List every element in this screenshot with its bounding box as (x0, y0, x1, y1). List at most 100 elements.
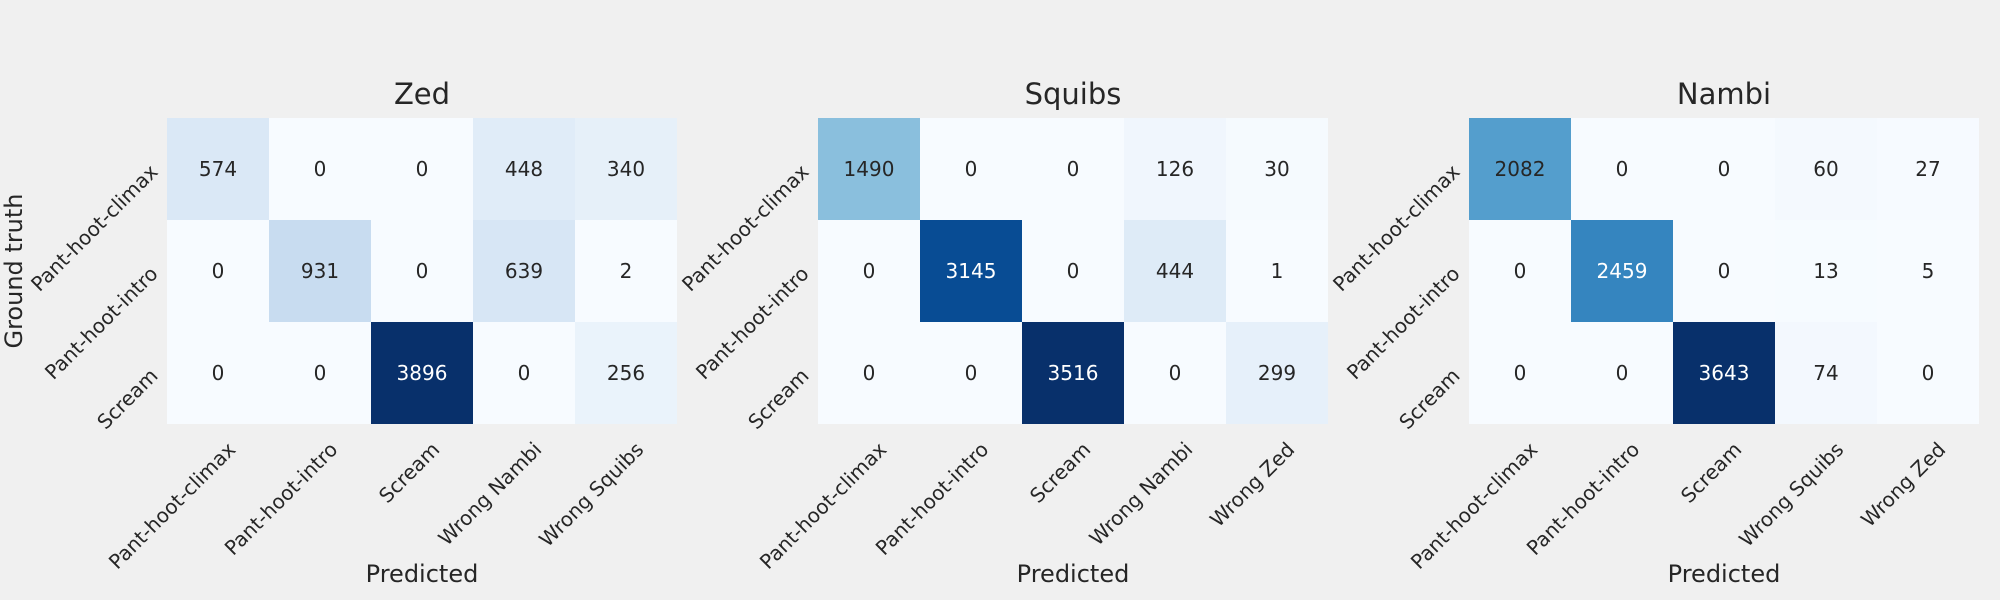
cell-value-label: 3145 (946, 259, 997, 283)
heatmap-cell (1877, 220, 1979, 322)
x-tick-label: Wrong Zed (1856, 437, 1950, 531)
heatmap-cell (269, 220, 371, 322)
heatmap-cell (1022, 220, 1124, 322)
panel-title: Squibs (1025, 77, 1122, 111)
cell-value-label: 2 (620, 259, 633, 283)
cell-value-label: 0 (416, 259, 429, 283)
cell-value-label: 0 (212, 361, 225, 385)
cell-value-label: 3643 (1699, 361, 1750, 385)
heatmap-cell (371, 118, 473, 220)
cell-value-label: 0 (518, 361, 531, 385)
heatmap-cell (1124, 322, 1226, 424)
heatmap-cell (473, 322, 575, 424)
cell-value-label: 256 (607, 361, 645, 385)
heatmap-cell (167, 118, 269, 220)
cell-value-label: 448 (505, 157, 543, 181)
heatmap-cell (371, 220, 473, 322)
heatmap-cell (1877, 322, 1979, 424)
heatmap-cell (1226, 322, 1328, 424)
panel-title: Zed (394, 77, 450, 111)
heatmap-cell (473, 220, 575, 322)
cell-value-label: 0 (1922, 361, 1935, 385)
heatmap-cell (1775, 118, 1877, 220)
cell-value-label: 74 (1813, 361, 1838, 385)
heatmap-cell (473, 118, 575, 220)
cell-value-label: 0 (1067, 157, 1080, 181)
heatmap-cell (1877, 118, 1979, 220)
heatmap-cell (920, 118, 1022, 220)
heatmap-cell (1022, 322, 1124, 424)
cell-value-label: 931 (301, 259, 339, 283)
heatmap-panel-1: Zed 574 0 0 448 340 0 931 0 639 2 0 0 3896 0 256 Pant-ho… (0, 77, 677, 588)
cell-value-label: 0 (1718, 259, 1731, 283)
x-tick-label: Pant-hoot-climax (1406, 437, 1543, 574)
heatmap-cell (1124, 220, 1226, 322)
heatmap-cell (1124, 118, 1226, 220)
x-tick-label: Wrong Nambi (433, 437, 546, 550)
heatmap-cell (575, 220, 677, 322)
heatmap-cell (269, 118, 371, 220)
cell-value-label: 0 (965, 361, 978, 385)
heatmap-cell (1775, 322, 1877, 424)
heatmap-cell (167, 220, 269, 322)
cell-value-label: 0 (1514, 259, 1527, 283)
heatmap-cell (1673, 220, 1775, 322)
x-tick-label: Scream (1025, 437, 1095, 507)
cell-value-label: 0 (1169, 361, 1182, 385)
cell-value-label: 0 (863, 361, 876, 385)
heatmap-cell (575, 118, 677, 220)
heatmap-cell (371, 322, 473, 424)
cell-value-label: 2459 (1597, 259, 1648, 283)
cell-value-label: 2082 (1495, 157, 1546, 181)
heatmap-cell (1469, 118, 1571, 220)
x-tick-label: Scream (374, 437, 444, 507)
heatmap-cell (818, 118, 920, 220)
x-tick-label: Wrong Nambi (1084, 437, 1197, 550)
heatmap-cell (1469, 322, 1571, 424)
heatmap-cell (1673, 118, 1775, 220)
cell-value-label: 1490 (844, 157, 895, 181)
cell-value-label: 126 (1156, 157, 1194, 181)
heatmap-cell (818, 322, 920, 424)
heatmap-cell (167, 322, 269, 424)
cell-value-label: 27 (1915, 157, 1940, 181)
cell-value-label: 13 (1813, 259, 1838, 283)
heatmap-cell (920, 322, 1022, 424)
cell-value-label: 0 (212, 259, 225, 283)
cell-value-label: 340 (607, 157, 645, 181)
cell-value-label: 0 (1067, 259, 1080, 283)
x-tick-label: Wrong Squibs (534, 437, 648, 551)
x-axis-label: Predicted (366, 560, 479, 588)
cell-value-label: 0 (416, 157, 429, 181)
cell-value-label: 0 (863, 259, 876, 283)
heatmap-cell (1226, 220, 1328, 322)
heatmap-cell (1469, 220, 1571, 322)
y-axis-label: Ground truth (0, 193, 28, 348)
cell-value-label: 3516 (1048, 361, 1099, 385)
heatmap-panel-3: Nambi 2082 0 0 60 27 0 2459 0 13 5 0 0 3643 74 0 Pant-ho… (1328, 77, 1979, 588)
cell-value-label: 1 (1271, 259, 1284, 283)
heatmap-cell (1571, 118, 1673, 220)
cell-value-label: 639 (505, 259, 543, 283)
x-tick-label: Wrong Zed (1205, 437, 1299, 531)
heatmap-cell (1571, 220, 1673, 322)
cell-value-label: 0 (1718, 157, 1731, 181)
cell-value-label: 3896 (397, 361, 448, 385)
x-tick-label: Scream (1676, 437, 1746, 507)
y-tick-label: Scream (92, 364, 162, 434)
x-tick-label: Pant-hoot-climax (104, 437, 241, 574)
heatmap-cell (1571, 322, 1673, 424)
heatmap-cell (920, 220, 1022, 322)
x-axis-label: Predicted (1017, 560, 1130, 588)
heatmap-cell (1673, 322, 1775, 424)
panel-title: Nambi (1677, 77, 1771, 111)
cell-value-label: 0 (314, 361, 327, 385)
cell-value-label: 0 (314, 157, 327, 181)
cell-value-label: 5 (1922, 259, 1935, 283)
y-tick-label: Scream (743, 364, 813, 434)
x-axis-label: Predicted (1668, 560, 1781, 588)
heatmap-cell (1022, 118, 1124, 220)
cell-value-label: 0 (1616, 361, 1629, 385)
heatmap-cell (575, 322, 677, 424)
